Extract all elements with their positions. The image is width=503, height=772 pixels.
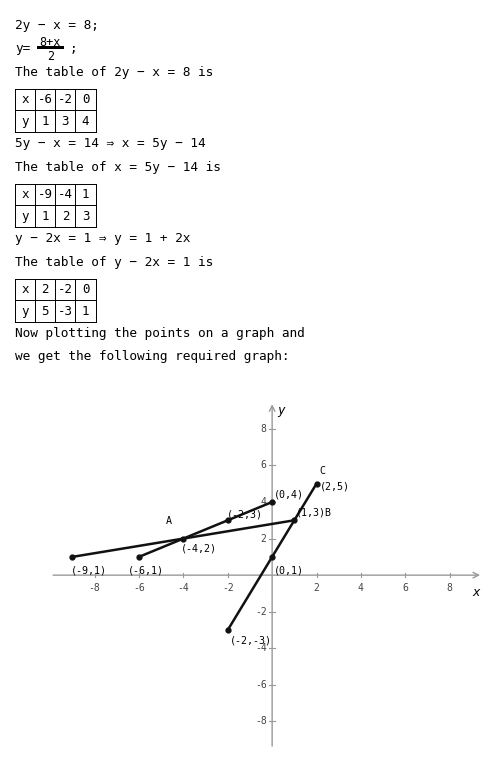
Text: -8: -8: [89, 584, 101, 594]
Text: -2: -2: [255, 607, 267, 617]
Text: y: y: [22, 210, 29, 222]
Text: -3: -3: [58, 305, 73, 317]
Text: -4: -4: [255, 643, 267, 653]
Text: 1: 1: [42, 210, 49, 222]
Text: (1,3)B: (1,3)B: [295, 507, 331, 517]
Text: 8: 8: [447, 584, 453, 594]
Text: y: y: [278, 405, 285, 417]
Text: 8+x: 8+x: [39, 36, 60, 49]
Text: 2: 2: [261, 533, 267, 543]
Text: ;: ;: [69, 42, 77, 56]
Text: The table of x = 5y − 14 is: The table of x = 5y − 14 is: [15, 161, 221, 174]
Text: x: x: [472, 586, 479, 599]
Text: -6: -6: [38, 93, 53, 106]
Text: 4: 4: [82, 115, 89, 127]
Text: (0,4): (0,4): [274, 489, 304, 499]
Text: Now plotting the points on a graph and: Now plotting the points on a graph and: [15, 327, 305, 340]
Text: 6: 6: [402, 584, 408, 594]
Text: 3: 3: [62, 115, 69, 127]
Text: (-6,1): (-6,1): [128, 565, 164, 575]
Text: 3: 3: [82, 210, 89, 222]
Text: (2,5): (2,5): [320, 482, 350, 492]
Text: A: A: [165, 516, 172, 526]
Text: -4: -4: [178, 584, 189, 594]
Text: y=: y=: [15, 42, 30, 56]
Text: 1: 1: [42, 115, 49, 127]
Text: y: y: [22, 115, 29, 127]
Text: x: x: [22, 283, 29, 296]
Text: 2: 2: [313, 584, 319, 594]
Text: -8: -8: [255, 716, 267, 726]
Text: 1: 1: [82, 188, 89, 201]
Text: 1: 1: [82, 305, 89, 317]
Text: 8: 8: [261, 424, 267, 434]
Text: 0: 0: [82, 283, 89, 296]
Text: x: x: [22, 188, 29, 201]
Text: y: y: [22, 305, 29, 317]
Text: 2: 2: [42, 283, 49, 296]
Text: 4: 4: [261, 497, 267, 507]
Text: C: C: [320, 466, 326, 476]
Text: (-4,2): (-4,2): [181, 543, 217, 554]
Text: 2: 2: [62, 210, 69, 222]
Text: (-2,-3): (-2,-3): [230, 635, 272, 645]
Text: -4: -4: [58, 188, 73, 201]
Text: -2: -2: [58, 93, 73, 106]
Text: -6: -6: [255, 680, 267, 690]
Text: 2: 2: [47, 50, 54, 63]
Text: 4: 4: [358, 584, 364, 594]
Text: (-2,3): (-2,3): [227, 510, 263, 520]
Text: -6: -6: [133, 584, 145, 594]
Text: 5y − x = 14 ⇒ x = 5y − 14: 5y − x = 14 ⇒ x = 5y − 14: [15, 137, 206, 151]
Text: y − 2x = 1 ⇒ y = 1 + 2x: y − 2x = 1 ⇒ y = 1 + 2x: [15, 232, 191, 245]
Text: -2: -2: [58, 283, 73, 296]
Text: (0,1): (0,1): [274, 565, 304, 575]
Text: we get the following required graph:: we get the following required graph:: [15, 350, 290, 364]
Text: 0: 0: [82, 93, 89, 106]
Text: (-9,1): (-9,1): [71, 565, 107, 575]
Text: The table of y − 2x = 1 is: The table of y − 2x = 1 is: [15, 256, 213, 269]
Text: 2y − x = 8;: 2y − x = 8;: [15, 19, 99, 32]
Text: -2: -2: [222, 584, 234, 594]
Text: The table of 2y − x = 8 is: The table of 2y − x = 8 is: [15, 66, 213, 79]
Text: 6: 6: [261, 460, 267, 470]
Text: x: x: [22, 93, 29, 106]
Text: 5: 5: [42, 305, 49, 317]
Text: -9: -9: [38, 188, 53, 201]
